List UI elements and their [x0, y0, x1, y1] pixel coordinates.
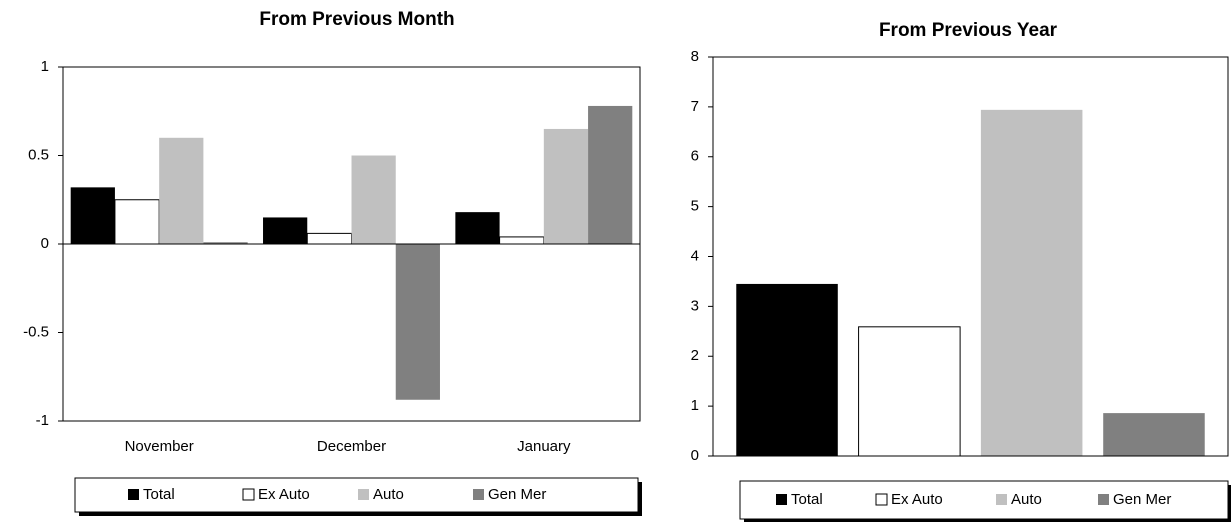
y-tick-label: 8 — [691, 48, 699, 65]
y-tick-label: 2 — [691, 347, 699, 364]
legend-swatch — [875, 493, 888, 506]
y-tick-label: -0.5 — [23, 323, 49, 340]
x-tick-label: November — [125, 438, 194, 455]
bar — [499, 236, 545, 245]
legend-label: Total — [791, 491, 823, 508]
bar — [351, 155, 396, 244]
chart-title: From Previous Year — [879, 20, 1058, 41]
legend-label: Gen Mer — [1113, 491, 1171, 508]
bar — [306, 232, 353, 245]
bar — [543, 128, 589, 244]
bar — [70, 187, 115, 244]
bar — [980, 109, 1083, 457]
x-tick-label: January — [517, 438, 571, 455]
legend-swatch — [128, 489, 139, 500]
legend-swatch — [1098, 494, 1109, 505]
bar — [203, 242, 248, 244]
y-tick-label: 0 — [691, 447, 699, 464]
y-tick-label: 5 — [691, 198, 699, 215]
y-tick-label: 0.5 — [28, 146, 49, 163]
bar — [1103, 413, 1205, 456]
bar — [858, 326, 961, 457]
bar — [263, 217, 308, 244]
legend-swatch — [996, 494, 1007, 505]
bar — [114, 199, 160, 245]
legend-label: Auto — [1011, 491, 1042, 508]
y-tick-label: 7 — [691, 98, 699, 115]
legend-swatch — [473, 489, 484, 500]
chart-title: From Previous Month — [259, 9, 454, 30]
legend-label: Total — [143, 486, 175, 503]
legend-label: Gen Mer — [488, 486, 546, 503]
y-tick-label: 0 — [41, 235, 49, 252]
y-tick-label: 6 — [691, 148, 699, 165]
bar — [736, 283, 838, 456]
legend-label: Ex Auto — [258, 486, 310, 503]
bar — [159, 137, 204, 244]
legend-swatch — [776, 494, 787, 505]
legend-label: Ex Auto — [891, 491, 943, 508]
y-tick-label: 1 — [41, 58, 49, 75]
y-tick-label: 4 — [691, 247, 699, 264]
legend-swatch — [358, 489, 369, 500]
legend-box — [739, 480, 1229, 520]
legend-label: Auto — [373, 486, 404, 503]
y-tick-label: 1 — [691, 397, 699, 414]
y-tick-label: 3 — [691, 297, 699, 314]
legend-box — [74, 477, 639, 513]
y-tick-label: -1 — [36, 412, 49, 429]
legend-swatch — [242, 488, 255, 501]
bar — [455, 212, 500, 244]
bar — [395, 244, 440, 400]
bar — [588, 105, 633, 244]
x-tick-label: December — [317, 438, 386, 455]
